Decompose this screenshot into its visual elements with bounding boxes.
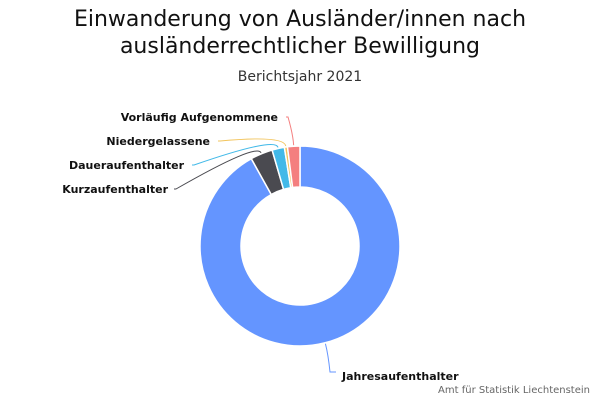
label-daueraufenthalter: Daueraufenthalter	[69, 159, 185, 172]
label-vorlaeufig-aufgenommene: Vorläufig Aufgenommene	[121, 111, 278, 124]
slice-jahresaufenthalter[interactable]	[199, 145, 401, 347]
label-connectors	[174, 116, 336, 373]
connector-daueraufenthalter	[192, 144, 279, 166]
label-kurzaufenthalter: Kurzaufenthalter	[62, 183, 168, 196]
slice-vorlaeufig-aufgenommene[interactable]	[286, 145, 301, 189]
connector-vorlaeufig-aufgenommene	[286, 116, 295, 146]
donut-slices	[199, 145, 401, 347]
chart-title-line-2: ausländerrechtlicher Bewilligung	[119, 34, 481, 59]
connector-kurzaufenthalter	[174, 150, 262, 190]
chart-subtitle: Berichtsjahr 2021	[237, 69, 363, 85]
chart-title-line-1: Einwanderung von Ausländer/innen nach	[73, 7, 527, 32]
connector-niedergelassene	[218, 138, 287, 147]
chart-title: Einwanderung von Ausländer/innen nach au…	[0, 6, 600, 60]
connector-jahresaufenthalter	[324, 343, 336, 373]
label-niedergelassene: Niedergelassene	[106, 135, 210, 148]
slice-labels: Jahresaufenthalter Kurzaufenthalter Dauera…	[62, 111, 459, 383]
chart-credit: Amt für Statistik Liechtenstein	[438, 385, 590, 396]
label-jahresaufenthalter: Jahresaufenthalter	[341, 370, 459, 383]
